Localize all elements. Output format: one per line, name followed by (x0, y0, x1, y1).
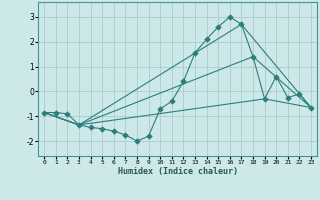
X-axis label: Humidex (Indice chaleur): Humidex (Indice chaleur) (118, 167, 238, 176)
